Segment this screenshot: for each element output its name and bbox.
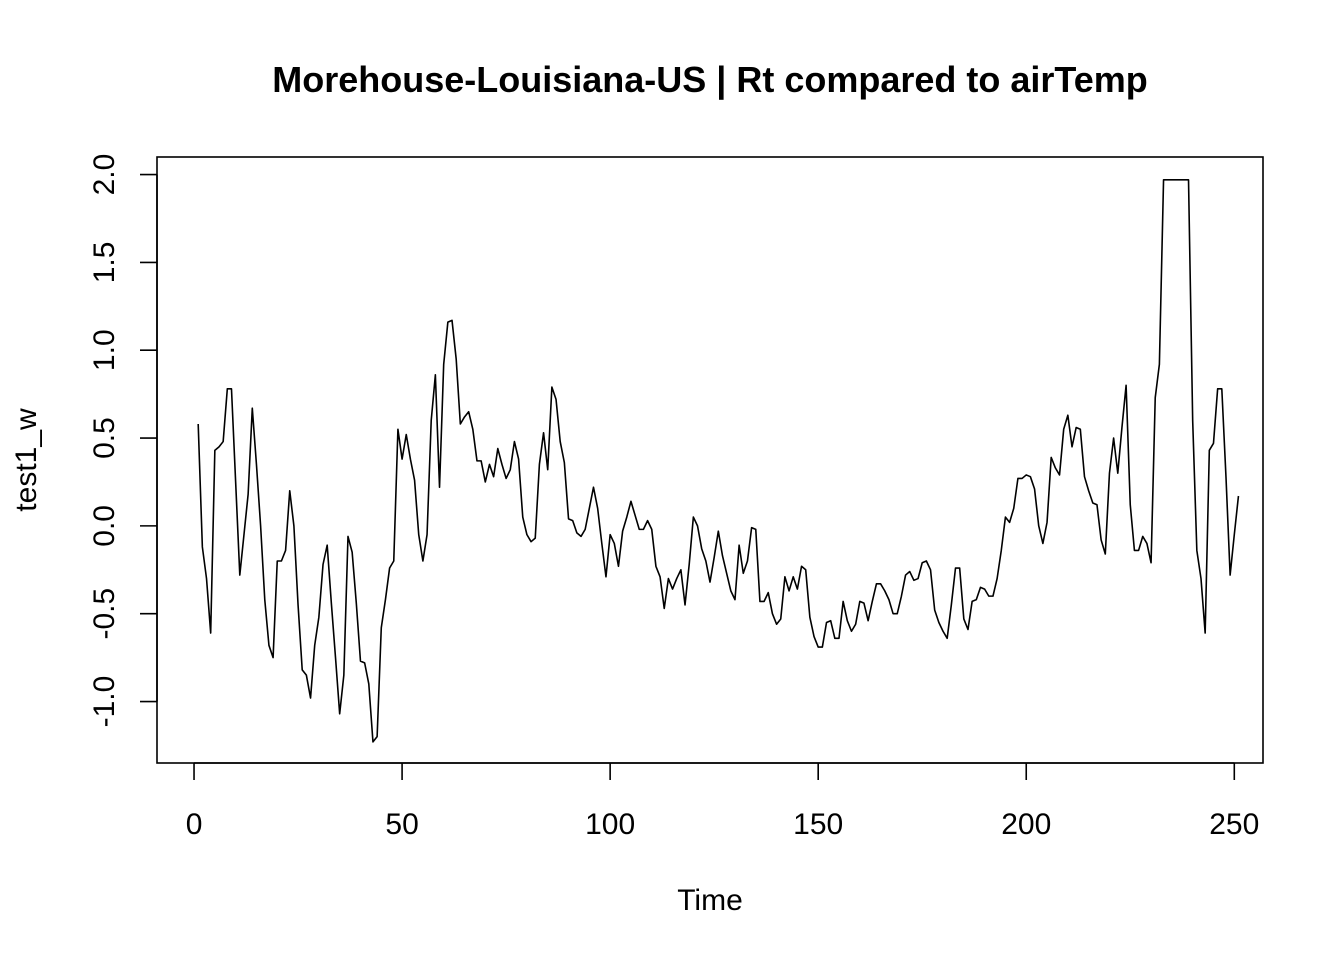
y-axis-label: test1_w xyxy=(10,408,43,512)
x-axis-label: Time xyxy=(677,884,743,917)
x-tick-label: 250 xyxy=(1209,808,1259,841)
x-axis: 0 50 100 150 200 250 xyxy=(186,762,1259,841)
plot-frame xyxy=(156,156,1264,764)
y-tick-label: 1.0 xyxy=(88,329,121,371)
x-tick-label: 50 xyxy=(385,808,418,841)
x-tick-label: 0 xyxy=(186,808,203,841)
y-tick-label: -1.0 xyxy=(88,676,121,728)
y-tick-label: 0.5 xyxy=(88,417,121,459)
y-tick-label: 1.5 xyxy=(88,242,121,284)
series-layer xyxy=(197,179,1240,743)
x-tick-label: 200 xyxy=(1001,808,1051,841)
chart-title: Morehouse-Louisiana-US | Rt compared to … xyxy=(272,59,1148,101)
x-tick-label: 100 xyxy=(585,808,635,841)
y-tick-label: 2.0 xyxy=(88,154,121,196)
x-tick-label: 150 xyxy=(793,808,843,841)
y-tick-label: -0.5 xyxy=(88,588,121,640)
y-tick-label: 0.0 xyxy=(88,505,121,547)
series-line xyxy=(197,179,1240,743)
y-axis: -1.0 -0.5 0.0 0.5 1.0 1.5 2.0 xyxy=(88,154,158,728)
